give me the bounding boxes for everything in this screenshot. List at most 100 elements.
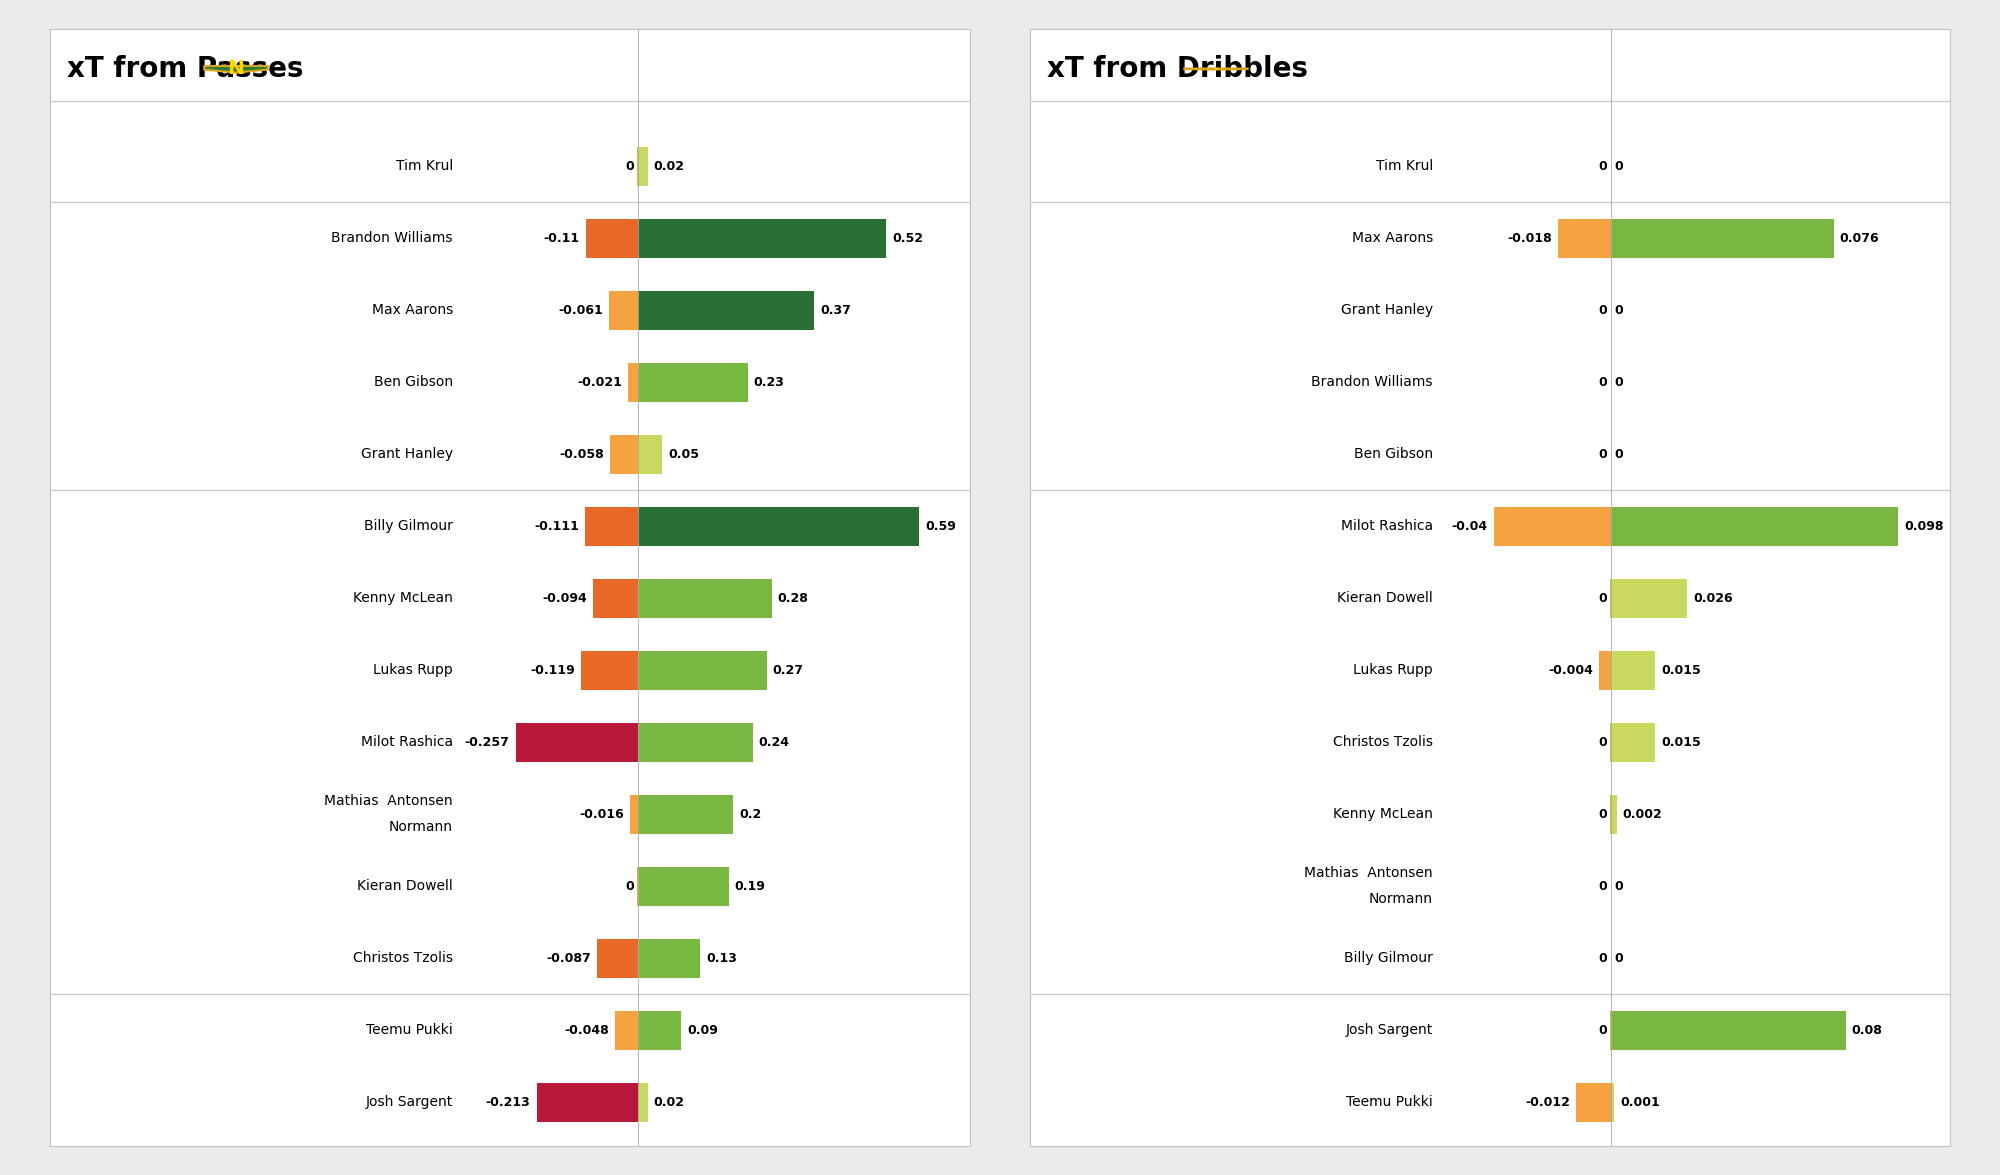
Bar — [638, 939, 700, 978]
Text: 0.13: 0.13 — [706, 952, 736, 965]
Text: Milot Rashica: Milot Rashica — [360, 736, 452, 750]
Text: 0.015: 0.015 — [1660, 664, 1700, 677]
Text: 0: 0 — [1614, 448, 1624, 461]
Bar — [1612, 1083, 1614, 1122]
Bar — [586, 506, 638, 545]
Text: 0.24: 0.24 — [758, 736, 790, 748]
Text: Billy Gilmour: Billy Gilmour — [1344, 952, 1432, 966]
Text: 0.076: 0.076 — [1840, 231, 1880, 244]
Bar — [1612, 506, 1898, 545]
Bar — [1600, 651, 1612, 690]
Bar — [638, 651, 766, 690]
Text: Christos Tzolis: Christos Tzolis — [352, 952, 452, 966]
Text: 0.28: 0.28 — [778, 592, 808, 605]
Text: Tim Krul: Tim Krul — [1376, 159, 1432, 173]
Text: -0.004: -0.004 — [1548, 664, 1594, 677]
Text: Kenny McLean: Kenny McLean — [352, 591, 452, 605]
Text: -0.119: -0.119 — [530, 664, 576, 677]
Text: 0: 0 — [1614, 376, 1624, 389]
Bar — [1558, 219, 1612, 257]
Bar — [638, 723, 752, 761]
Bar — [638, 867, 728, 906]
Text: 0: 0 — [1614, 160, 1624, 173]
Text: Lukas Rupp: Lukas Rupp — [1354, 664, 1432, 677]
Text: Ben Gibson: Ben Gibson — [1354, 448, 1432, 462]
Text: Brandon Williams: Brandon Williams — [1312, 375, 1432, 389]
Text: Mathias  Antonsen: Mathias Antonsen — [324, 794, 452, 808]
Text: 0: 0 — [1614, 304, 1624, 317]
Bar — [638, 1083, 648, 1122]
Bar — [610, 435, 638, 474]
Text: 0.05: 0.05 — [668, 448, 698, 461]
Bar — [586, 219, 638, 257]
Text: -0.061: -0.061 — [558, 304, 604, 317]
Text: Kenny McLean: Kenny McLean — [1332, 807, 1432, 821]
Bar — [596, 939, 638, 978]
Text: 0: 0 — [1598, 808, 1608, 821]
Text: Max Aarons: Max Aarons — [1352, 231, 1432, 246]
Bar — [610, 290, 638, 330]
Text: -0.213: -0.213 — [486, 1096, 530, 1109]
Text: Mathias  Antonsen: Mathias Antonsen — [1304, 866, 1432, 880]
Text: 0.098: 0.098 — [1904, 519, 1944, 532]
Text: 0.08: 0.08 — [1852, 1023, 1882, 1036]
Text: -0.111: -0.111 — [534, 519, 580, 532]
Text: 0: 0 — [1598, 880, 1608, 893]
Text: 0.52: 0.52 — [892, 231, 922, 244]
Text: Milot Rashica: Milot Rashica — [1340, 519, 1432, 533]
Text: -0.11: -0.11 — [544, 231, 580, 244]
Text: N: N — [228, 60, 244, 79]
Bar — [594, 579, 638, 618]
Text: xT from Passes: xT from Passes — [66, 55, 304, 83]
Text: -0.016: -0.016 — [580, 808, 624, 821]
Text: 0: 0 — [1598, 736, 1608, 748]
Bar — [582, 651, 638, 690]
Bar — [638, 219, 886, 257]
Text: -0.021: -0.021 — [578, 376, 622, 389]
Text: 0.23: 0.23 — [754, 376, 784, 389]
Text: 0.59: 0.59 — [926, 519, 956, 532]
Text: 0: 0 — [626, 880, 634, 893]
Bar — [1612, 219, 1834, 257]
Bar — [630, 795, 638, 834]
Text: -0.012: -0.012 — [1524, 1096, 1570, 1109]
Bar — [638, 579, 772, 618]
Bar — [638, 435, 662, 474]
Text: Kieran Dowell: Kieran Dowell — [358, 879, 452, 893]
Text: Lukas Rupp: Lukas Rupp — [374, 664, 452, 677]
Bar — [536, 1083, 638, 1122]
Text: Grant Hanley: Grant Hanley — [360, 448, 452, 462]
Bar — [1612, 723, 1654, 761]
Text: 0.09: 0.09 — [686, 1023, 718, 1036]
Polygon shape — [204, 66, 268, 73]
Bar — [516, 723, 638, 761]
Text: -0.04: -0.04 — [1452, 519, 1488, 532]
Bar — [628, 363, 638, 402]
Text: Christos Tzolis: Christos Tzolis — [1332, 736, 1432, 750]
Text: Kieran Dowell: Kieran Dowell — [1338, 591, 1432, 605]
Text: 0: 0 — [1598, 376, 1608, 389]
Bar — [1612, 651, 1654, 690]
Text: -0.018: -0.018 — [1508, 231, 1552, 244]
Bar — [638, 147, 648, 186]
Text: Josh Sargent: Josh Sargent — [1346, 1023, 1432, 1038]
Text: 0: 0 — [626, 160, 634, 173]
Text: 0: 0 — [1598, 304, 1608, 317]
Bar — [638, 363, 748, 402]
Text: 0: 0 — [1598, 160, 1608, 173]
Bar — [638, 1010, 682, 1049]
Text: Teemu Pukki: Teemu Pukki — [1346, 1095, 1432, 1109]
Text: 0.02: 0.02 — [654, 1096, 684, 1109]
Text: -0.087: -0.087 — [546, 952, 590, 965]
Text: Max Aarons: Max Aarons — [372, 303, 452, 317]
Bar — [616, 1010, 638, 1049]
Text: 0: 0 — [1598, 448, 1608, 461]
Text: Normann: Normann — [1368, 892, 1432, 906]
Text: 0.27: 0.27 — [772, 664, 804, 677]
Text: Teemu Pukki: Teemu Pukki — [366, 1023, 452, 1038]
Bar — [638, 290, 814, 330]
Text: 0.026: 0.026 — [1694, 592, 1732, 605]
Text: Billy Gilmour: Billy Gilmour — [364, 519, 452, 533]
Bar — [638, 506, 920, 545]
Text: Normann: Normann — [388, 820, 452, 834]
